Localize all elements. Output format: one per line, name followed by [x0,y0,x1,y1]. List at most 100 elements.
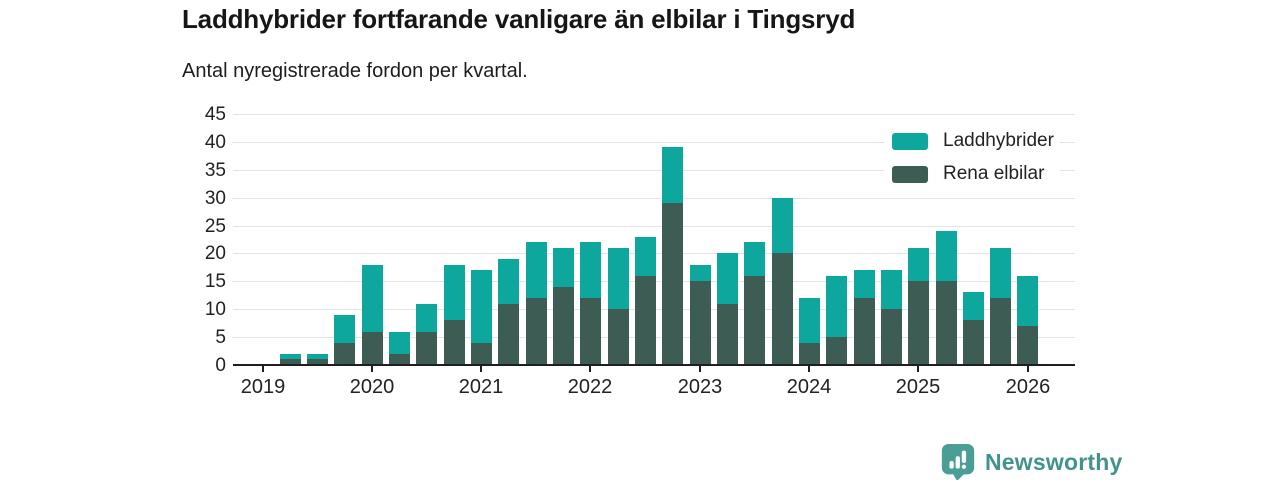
bar-laddhybrider-2019-q4 [334,315,355,343]
bar-laddhybrider-2021-q3 [526,242,547,298]
y-axis-label-0: 0 [215,355,226,376]
bar-rena-elbilar-2025-q1 [908,281,929,365]
legend-label-0: Laddhybrider [943,130,1054,151]
legend-item-laddhybrider: Laddhybrider [892,130,1054,152]
y-axis-label-15: 15 [204,271,226,292]
bar-laddhybrider-2026-q1 [1017,276,1038,326]
x-axis-label-2026: 2026 [1005,376,1051,398]
bar-rena-elbilar-2025-q4 [990,298,1011,365]
gridline-y-30 [233,198,1075,199]
x-axis-tick-2019 [262,366,264,372]
bar-rena-elbilar-2019-q4 [334,343,355,365]
bar-rena-elbilar-2025-q3 [963,320,984,365]
bar-rena-elbilar-2023-q4 [772,253,793,365]
y-axis-label-10: 10 [204,299,226,320]
y-axis-label-45: 45 [204,104,226,125]
bar-rena-elbilar-2023-q1 [690,281,711,365]
bar-laddhybrider-2023-q3 [744,242,765,276]
bar-rena-elbilar-2025-q2 [936,281,957,365]
chart-title: Laddhybrider fortfarande vanligare än el… [182,4,856,34]
bar-laddhybrider-2020-q1 [362,265,383,332]
bar-rena-elbilar-2021-q1 [471,343,492,365]
newsworthy-logo[interactable]: Newsworthy [940,443,1122,480]
bar-laddhybrider-2021-q2 [498,259,519,304]
bar-rena-elbilar-2023-q3 [744,276,765,365]
bar-rena-elbilar-2022-q1 [580,298,601,365]
bar-laddhybrider-2022-q4 [662,147,683,203]
bar-laddhybrider-2022-q1 [580,242,601,298]
bar-laddhybrider-2023-q4 [772,198,793,253]
x-axis-tick-2023 [699,366,701,372]
x-axis-label-2025: 2025 [895,376,941,398]
bar-laddhybrider-2020-q4 [444,265,465,320]
y-axis-label-35: 35 [204,160,226,181]
bar-rena-elbilar-2022-q2 [608,309,629,365]
bar-laddhybrider-2024-q1 [799,298,820,343]
gridline-y-35 [233,170,1075,171]
bar-rena-elbilar-2019-q2 [280,359,301,365]
bar-laddhybrider-2024-q3 [854,270,875,298]
y-axis-label-25: 25 [204,216,226,237]
newsworthy-wordmark: Newsworthy [985,448,1123,475]
gridline-y-40 [233,142,1075,143]
x-axis-tick-2024 [808,366,810,372]
x-axis-tick-2020 [371,366,373,372]
bar-rena-elbilar-2023-q2 [717,304,738,365]
bar-laddhybrider-2021-q1 [471,270,492,343]
bar-rena-elbilar-2021-q2 [498,304,519,365]
y-axis-label-30: 30 [204,188,226,209]
legend-swatch-1 [892,165,928,183]
x-axis-label-2021: 2021 [458,376,504,398]
bar-laddhybrider-2025-q3 [963,292,984,320]
bar-rena-elbilar-2024-q2 [826,337,847,365]
y-axis-label-5: 5 [215,327,226,348]
legend-swatch-0 [892,132,928,150]
x-axis-tick-2026 [1027,366,1029,372]
bar-laddhybrider-2019-q3 [307,354,328,359]
x-axis-tick-2025 [917,366,919,372]
legend-item-rena-elbilar: Rena elbilar [892,163,1054,185]
x-axis-label-2023: 2023 [677,376,723,398]
bar-rena-elbilar-2022-q4 [662,203,683,365]
bar-rena-elbilar-2024-q1 [799,343,820,365]
newsworthy-icon [940,443,976,480]
chart-subtitle: Antal nyregistrerade fordon per kvartal. [182,60,528,82]
x-axis-label-2024: 2024 [786,376,832,398]
bar-laddhybrider-2024-q2 [826,276,847,337]
bar-laddhybrider-2022-q3 [635,237,656,276]
legend: Laddhybrider Rena elbilar [884,126,1060,189]
bar-laddhybrider-2020-q3 [416,304,437,332]
bar-laddhybrider-2024-q4 [881,270,902,309]
y-axis-label-40: 40 [204,132,226,153]
bar-laddhybrider-2025-q4 [990,248,1011,298]
bar-rena-elbilar-2020-q2 [389,354,410,365]
bar-rena-elbilar-2020-q3 [416,332,437,365]
x-axis-line [233,364,1075,366]
x-axis-label-2020: 2020 [349,376,395,398]
bar-rena-elbilar-2020-q1 [362,332,383,365]
gridline-y-45 [233,114,1075,115]
y-axis-label-20: 20 [204,243,226,264]
bar-rena-elbilar-2022-q3 [635,276,656,365]
bar-rena-elbilar-2026-q1 [1017,326,1038,365]
bar-rena-elbilar-2020-q4 [444,320,465,365]
x-axis-label-2022: 2022 [567,376,613,398]
gridline-y-25 [233,226,1075,227]
bar-laddhybrider-2021-q4 [553,248,574,287]
bar-laddhybrider-2023-q1 [690,265,711,281]
x-axis-tick-2021 [480,366,482,372]
bar-rena-elbilar-2024-q3 [854,298,875,365]
bar-rena-elbilar-2019-q3 [307,359,328,365]
bar-rena-elbilar-2021-q4 [553,287,574,365]
bar-laddhybrider-2025-q2 [936,231,957,281]
bar-laddhybrider-2020-q2 [389,332,410,354]
x-axis-tick-2022 [589,366,591,372]
x-axis-label-2019: 2019 [240,376,286,398]
bar-laddhybrider-2019-q2 [280,354,301,359]
bar-rena-elbilar-2021-q3 [526,298,547,365]
bar-laddhybrider-2022-q2 [608,248,629,309]
bar-rena-elbilar-2024-q4 [881,309,902,365]
bar-laddhybrider-2023-q2 [717,253,738,304]
